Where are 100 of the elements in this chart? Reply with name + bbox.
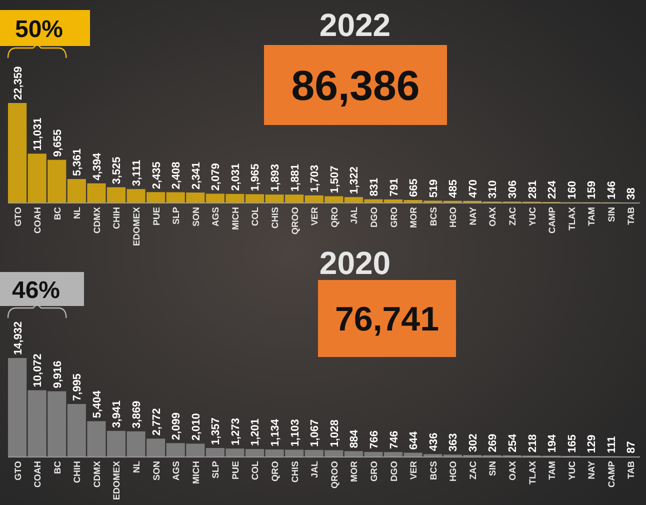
x-tick-label: GTO	[12, 461, 23, 480]
x-tick-label: MICH	[230, 207, 240, 230]
annotation: 86,386	[291, 62, 420, 110]
x-tick-label: AGS	[210, 207, 221, 227]
data-label: 146	[606, 180, 618, 200]
data-label: 281	[526, 180, 539, 199]
x-tick-label: NL	[132, 460, 142, 473]
data-label: 159	[586, 180, 598, 200]
data-label: 1,322	[348, 166, 361, 194]
x-tick-label: YUC	[566, 460, 577, 480]
x-tick-label: QRO	[329, 207, 340, 228]
x-tick-label: COAH	[32, 461, 43, 488]
x-tick-label: QROO	[329, 461, 340, 489]
x-tick-label: OAX	[488, 207, 498, 227]
data-label: 1,357	[210, 417, 222, 446]
data-label: 3,941	[111, 400, 124, 428]
x-tick-label: MOR	[349, 460, 360, 482]
x-tick-label: GRO	[368, 461, 379, 482]
data-label: 665	[408, 178, 420, 198]
x-tick-label: EDOMEX	[132, 207, 142, 246]
x-tick-label: BCS	[428, 207, 438, 226]
data-label: 22,359	[12, 66, 24, 100]
x-tick-label: DGO	[388, 461, 399, 482]
x-tick-label: TLAX	[566, 207, 577, 230]
x-tick-label: CHIS	[270, 207, 280, 229]
x-tick-label: BC	[52, 460, 62, 474]
x-tick-label: VER	[408, 460, 419, 480]
x-tick-label: VER	[310, 206, 320, 226]
x-tick-label: CHIH	[72, 461, 82, 483]
x-tick-label: MICH	[190, 461, 201, 484]
x-tick-label: DGO	[368, 207, 379, 228]
text: 50%	[14, 16, 64, 43]
x-tick-label: CHIH	[112, 207, 122, 229]
data-label: 10,072	[32, 354, 44, 388]
x-tick-label: ZAC	[507, 206, 518, 226]
data-label: 1,703	[309, 164, 322, 192]
data-label: 1,028	[328, 420, 341, 448]
x-tick-label: YUC	[527, 206, 538, 226]
data-label: 9,655	[52, 129, 64, 157]
x-tick-label: PUE	[230, 461, 240, 480]
x-tick-label: NL	[72, 206, 82, 219]
x-tick-label: COL	[250, 460, 260, 480]
data-label: 9,916	[52, 360, 64, 388]
data-label: 1,965	[250, 164, 262, 192]
data-label: 3,111	[131, 160, 144, 186]
data-label: 1,507	[328, 166, 341, 194]
data-label: 1,893	[270, 164, 282, 192]
data-label: 218	[526, 434, 539, 453]
x-tick-label: PUE	[151, 207, 162, 226]
x-tick-label: CHIS	[290, 461, 300, 483]
x-tick-label: TAM	[586, 207, 597, 226]
data-label: 519	[428, 179, 440, 198]
chart-title: 2022	[319, 7, 391, 43]
x-tick-label: QROO	[290, 207, 300, 235]
data-label: 3,869	[131, 400, 144, 428]
data-label: 87	[626, 441, 638, 454]
x-tick-label: HGO	[448, 461, 458, 482]
data-label: 5,404	[91, 390, 104, 418]
x-tick-label: GTO	[12, 207, 23, 226]
x-tick-label: ZAC	[468, 460, 478, 480]
data-label: 791	[388, 178, 400, 196]
data-label: 2,772	[150, 408, 163, 436]
x-tick-label: CAMP	[606, 461, 616, 488]
x-tick-label: EDOMEX	[112, 461, 122, 500]
data-label: 165	[566, 434, 578, 453]
x-tick-label: TLAX	[527, 461, 538, 484]
x-tick-label: SLP	[210, 461, 221, 479]
x-tick-label: TAB	[626, 206, 636, 225]
data-label: 38	[626, 188, 638, 200]
x-tick-label: SIN	[606, 207, 616, 222]
data-label: 884	[348, 428, 361, 448]
data-label: 2,079	[210, 163, 222, 191]
x-tick-label: CDMX	[92, 461, 102, 488]
data-label: 1,067	[309, 419, 322, 447]
data-label: 1,103	[289, 419, 302, 447]
text: 76,741	[335, 300, 439, 339]
data-label: 436	[428, 432, 440, 452]
data-label: 160	[566, 180, 578, 200]
data-label: 470	[467, 180, 480, 198]
x-tick-label: TAM	[547, 461, 558, 480]
data-label: 746	[388, 430, 400, 450]
x-tick-label: HGO	[448, 207, 458, 228]
x-tick-label: NAY	[468, 207, 478, 226]
x-tick-label: BCS	[428, 461, 438, 480]
data-label: 14,932	[12, 321, 24, 355]
x-tick-label: JAL	[349, 206, 360, 224]
data-label: 306	[506, 180, 519, 199]
data-label: 11,031	[32, 118, 44, 151]
x-tick-label: JAL	[310, 460, 320, 478]
data-label: 766	[368, 430, 380, 449]
data-label: 224	[546, 180, 559, 199]
x-tick-label: OAX	[507, 461, 518, 481]
data-label: 2,435	[150, 162, 163, 190]
x-tick-label: NAY	[586, 461, 597, 480]
data-label: 194	[546, 433, 559, 453]
data-label: 269	[487, 434, 500, 452]
x-tick-label: BC	[52, 206, 62, 220]
data-label: 310	[487, 180, 500, 199]
data-label: 302	[467, 434, 480, 452]
x-tick-label: SIN	[488, 461, 498, 476]
